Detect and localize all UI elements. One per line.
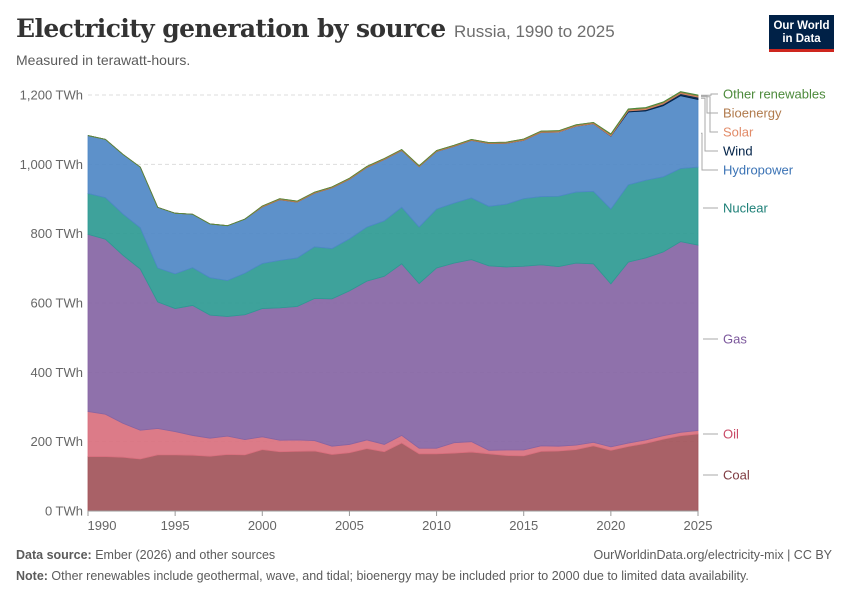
x-tick-label: 2020 bbox=[596, 518, 625, 533]
x-tick-label: 2015 bbox=[509, 518, 538, 533]
legend-connector-other-renewables bbox=[701, 93, 718, 96]
area-layer bbox=[87, 91, 699, 512]
x-tick-label: 1990 bbox=[88, 518, 117, 533]
y-tick-label: 0 TWh bbox=[45, 504, 83, 519]
chart-country-range[interactable]: Russia, 1990 to 2025 bbox=[454, 22, 615, 41]
y-tick-label: 600 TWh bbox=[30, 296, 83, 311]
legend-label-wind[interactable]: Wind bbox=[723, 144, 753, 159]
data-source-label: Data source: bbox=[16, 548, 92, 562]
x-tick-label: 2000 bbox=[248, 518, 277, 533]
legend-connector-solar bbox=[701, 96, 718, 133]
title-row: Electricity generation by source Russia,… bbox=[16, 14, 615, 43]
x-tick-label: 2025 bbox=[684, 518, 713, 533]
legend-connector-bioenergy bbox=[701, 95, 718, 114]
x-tick-label: 2005 bbox=[335, 518, 364, 533]
data-source: Data source: Ember (2026) and other sour… bbox=[16, 548, 275, 562]
x-tick-label: 1995 bbox=[161, 518, 190, 533]
y-tick-label: 1,000 TWh bbox=[20, 157, 83, 172]
legend-connector-wind bbox=[701, 97, 718, 152]
stacked-area-chart: 0 TWh 200 TWh 400 TWh 600 TWh 800 TWh 1,000 T… bbox=[20, 87, 826, 534]
axis-layer: 0 TWh 200 TWh 400 TWh 600 TWh 800 TWh 1,000 T… bbox=[20, 88, 713, 534]
logo-line-2: in Data bbox=[782, 33, 821, 45]
chart-subtitle: Measured in terawatt-hours. bbox=[16, 52, 191, 68]
owid-logo[interactable]: Our World in Data bbox=[769, 15, 834, 52]
note-text: Other renewables include geothermal, wav… bbox=[47, 569, 749, 583]
y-tick-label: 400 TWh bbox=[30, 365, 83, 380]
y-tick-label: 800 TWh bbox=[30, 226, 83, 241]
data-source-text[interactable]: Ember (2026) and other sources bbox=[91, 548, 276, 562]
legend-label-nuclear[interactable]: Nuclear bbox=[723, 201, 768, 216]
y-tick-label: 1,200 TWh bbox=[20, 88, 83, 103]
legend-label-oil[interactable]: Oil bbox=[723, 427, 739, 442]
legend-label-other-renewables[interactable]: Other renewables bbox=[723, 87, 826, 102]
chart-title: Electricity generation by source bbox=[16, 14, 446, 43]
x-tick-label: 2010 bbox=[422, 518, 451, 533]
legend-label-bioenergy[interactable]: Bioenergy bbox=[723, 106, 782, 121]
legend-label-hydropower[interactable]: Hydropower bbox=[723, 163, 794, 178]
logo-line-1: Our World bbox=[773, 20, 830, 32]
legend-label-coal[interactable]: Coal bbox=[723, 468, 750, 483]
legend-label-gas[interactable]: Gas bbox=[723, 332, 747, 347]
area-other-renewables[interactable] bbox=[87, 91, 699, 227]
y-tick-label: 200 TWh bbox=[30, 434, 83, 449]
legend-connector-hydropower bbox=[701, 132, 718, 171]
legend: Coal Oil Gas Nuclear Hydropower Wind Solar Bioe… bbox=[701, 87, 826, 483]
footer-note: Note: Other renewables include geotherma… bbox=[16, 569, 749, 583]
note-label: Note: bbox=[16, 569, 48, 583]
source-url-link[interactable]: OurWorldinData.org/electricity-mix | CC … bbox=[593, 548, 833, 562]
legend-label-solar[interactable]: Solar bbox=[723, 125, 754, 140]
